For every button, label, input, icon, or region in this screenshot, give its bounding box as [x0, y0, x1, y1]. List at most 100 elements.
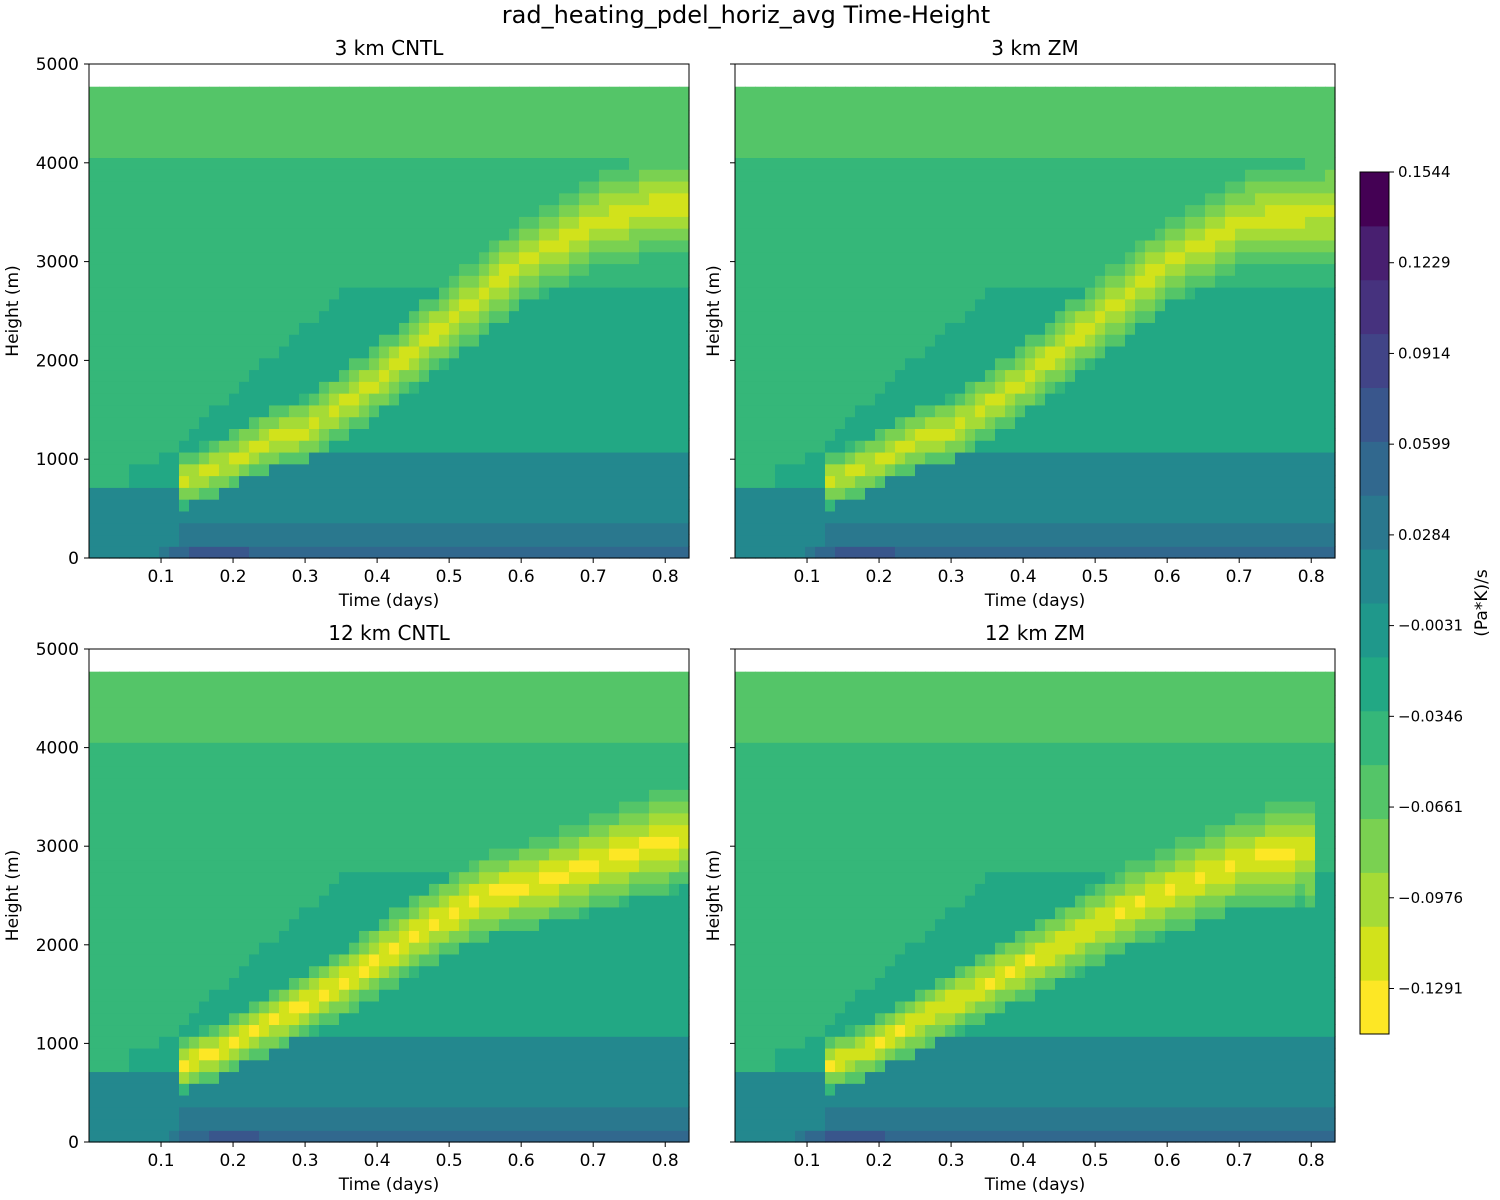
heatmap-cell: [289, 322, 300, 335]
heatmap-cell: [109, 298, 120, 312]
heatmap-cell: [905, 440, 916, 453]
heatmap-cell: [1235, 345, 1246, 359]
heatmap-cell: [1215, 522, 1226, 536]
panel-title: 3 km CNTL: [335, 36, 445, 60]
heatmap-cell: [539, 510, 550, 524]
heatmap-cell: [509, 86, 520, 100]
heatmap-cell: [119, 416, 130, 429]
heatmap-cell: [359, 404, 370, 418]
heatmap-cell: [915, 204, 926, 217]
heatmap-cell: [539, 440, 550, 453]
heatmap-cell: [845, 169, 856, 182]
heatmap-cell: [369, 251, 380, 265]
heatmap-cell: [549, 381, 560, 394]
heatmap-cell: [785, 180, 796, 194]
heatmap-cell: [875, 334, 886, 347]
heatmap-cell: [389, 522, 400, 536]
heatmap-cell: [139, 122, 150, 135]
heatmap-cell: [609, 393, 620, 406]
heatmap-cell: [885, 157, 896, 170]
heatmap-cell: [825, 204, 836, 217]
heatmap-cell: [965, 86, 976, 100]
heatmap-cell: [865, 334, 876, 347]
heatmap-cell: [1085, 239, 1096, 253]
heatmap-cell: [279, 510, 290, 524]
heatmap-cell: [1065, 298, 1076, 312]
heatmap-cell: [89, 534, 100, 547]
heatmap-cell: [509, 98, 520, 111]
heatmap-cell: [539, 110, 550, 123]
heatmap-cell: [1315, 440, 1326, 453]
heatmap-cell: [1325, 133, 1336, 147]
heatmap-cell: [965, 345, 976, 359]
heatmap-cell: [389, 298, 400, 312]
heatmap-cell: [389, 180, 400, 194]
heatmap-cell: [895, 263, 906, 276]
heatmap-cell: [449, 522, 460, 536]
x-axis-label: Time (days): [984, 591, 1085, 611]
heatmap-cell: [439, 86, 450, 100]
heatmap-cell: [459, 275, 470, 288]
heatmap-cell: [1195, 122, 1206, 135]
heatmap-cell: [955, 487, 966, 500]
heatmap-cell: [1325, 451, 1336, 465]
heatmap-cell: [379, 393, 390, 406]
heatmap-cell: [499, 451, 510, 465]
heatmap-cell: [369, 145, 380, 159]
heatmap-cell: [1085, 204, 1096, 217]
heatmap-cell: [359, 463, 370, 477]
heatmap-cell: [1265, 463, 1276, 477]
heatmap-cell: [955, 310, 966, 323]
heatmap-cell: [599, 204, 610, 217]
heatmap-cell: [619, 393, 630, 406]
heatmap-cell: [1315, 463, 1326, 477]
heatmap-cell: [845, 416, 856, 429]
heatmap-cell: [569, 180, 580, 194]
heatmap-cell: [875, 157, 886, 170]
heatmap-cell: [579, 463, 590, 477]
heatmap-cell: [159, 157, 170, 170]
heatmap-cell: [159, 145, 170, 159]
heatmap-cell: [1095, 180, 1106, 194]
heatmap-cell: [99, 287, 110, 300]
heatmap-cell: [279, 404, 290, 418]
heatmap-cell: [1005, 157, 1016, 170]
heatmap-cell: [669, 310, 680, 323]
heatmap-cell: [319, 487, 330, 500]
heatmap-cell: [1255, 393, 1266, 406]
heatmap-cell: [619, 369, 630, 382]
heatmap-cell: [549, 451, 560, 465]
heatmap-cell: [1295, 228, 1306, 241]
heatmap-cell: [599, 145, 610, 159]
heatmap-cell: [765, 180, 776, 194]
heatmap-cell: [449, 393, 460, 406]
heatmap-cell: [1115, 263, 1126, 276]
heatmap-cell: [359, 334, 370, 347]
heatmap-cell: [329, 133, 340, 147]
heatmap-cell: [629, 275, 640, 288]
heatmap-cell: [109, 451, 120, 465]
heatmap-cell: [805, 145, 816, 159]
heatmap-cell: [289, 169, 300, 182]
heatmap-cell: [895, 510, 906, 524]
heatmap-cell: [549, 157, 560, 170]
heatmap-cell: [765, 334, 776, 347]
heatmap-cell: [745, 216, 756, 229]
heatmap-cell: [249, 157, 260, 170]
heatmap-cell: [119, 534, 130, 547]
heatmap-cell: [99, 145, 110, 159]
heatmap-cell: [519, 334, 530, 347]
heatmap-cell: [499, 204, 510, 217]
heatmap-cell: [479, 428, 490, 441]
heatmap-cell: [1065, 228, 1076, 241]
heatmap-cell: [925, 287, 936, 300]
heatmap-cell: [1155, 463, 1166, 477]
heatmap-cell: [579, 404, 590, 418]
heatmap-cell: [965, 180, 976, 194]
heatmap-cell: [149, 133, 160, 147]
heatmap-cell: [419, 522, 430, 536]
heatmap-cell: [1315, 475, 1326, 488]
heatmap-cell: [239, 169, 250, 182]
heatmap-cell: [1295, 463, 1306, 477]
heatmap-cell: [609, 263, 620, 276]
